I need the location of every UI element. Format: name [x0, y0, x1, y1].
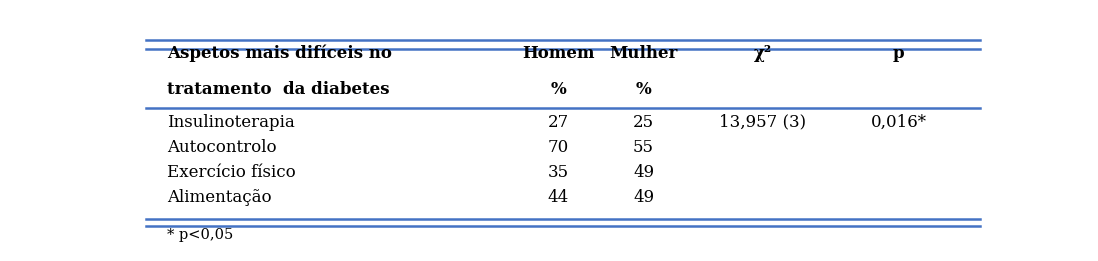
Text: 27: 27: [548, 114, 569, 131]
Text: Mulher: Mulher: [609, 45, 677, 62]
Text: Homem: Homem: [523, 45, 595, 62]
Text: 55: 55: [634, 139, 654, 156]
Text: 0,016*: 0,016*: [871, 114, 927, 131]
Text: tratamento  da diabetes: tratamento da diabetes: [167, 81, 390, 98]
Text: 49: 49: [634, 189, 654, 206]
Text: 35: 35: [548, 164, 569, 181]
Text: 13,957 (3): 13,957 (3): [719, 114, 806, 131]
Text: p: p: [893, 45, 905, 62]
Text: 49: 49: [634, 164, 654, 181]
Text: %: %: [636, 81, 651, 98]
Text: * p<0,05: * p<0,05: [167, 228, 233, 242]
Text: Exercício físico: Exercício físico: [167, 164, 295, 181]
Text: χ²: χ²: [753, 45, 772, 62]
Text: 44: 44: [548, 189, 569, 206]
Text: %: %: [550, 81, 567, 98]
Text: Autocontrolo: Autocontrolo: [167, 139, 277, 156]
Text: Alimentação: Alimentação: [167, 189, 271, 206]
Text: 25: 25: [634, 114, 654, 131]
Text: Insulinoterapia: Insulinoterapia: [167, 114, 294, 131]
Text: Aspetos mais difíceis no: Aspetos mais difíceis no: [167, 45, 392, 62]
Text: 70: 70: [548, 139, 569, 156]
